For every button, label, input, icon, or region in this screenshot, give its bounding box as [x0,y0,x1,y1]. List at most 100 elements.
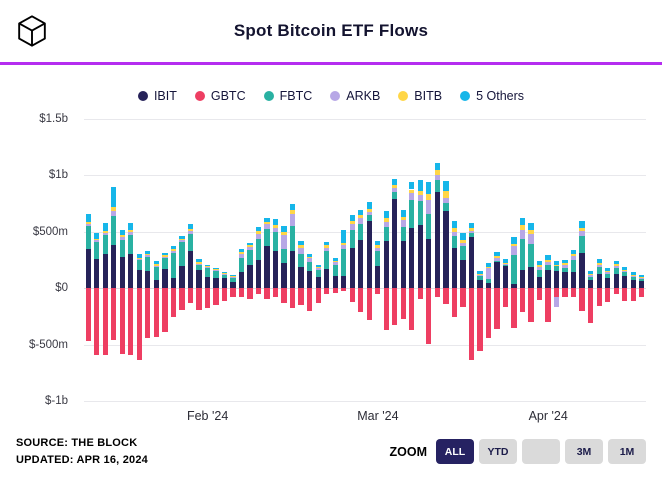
bar-segment-bitb[interactable] [375,244,381,248]
bar-segment-arkb[interactable] [307,258,313,262]
bar-segment-gbtc[interactable] [409,288,415,331]
bar-segment-fbtc[interactable] [375,250,381,266]
bar-segment-5-others[interactable] [392,178,398,185]
bar-segment-arkb[interactable] [289,214,296,226]
bar-segment-arkb[interactable] [128,232,134,236]
bar-segment-5-others[interactable] [511,236,517,244]
bar-segment-gbtc[interactable] [204,288,211,309]
bar-segment-arkb[interactable] [588,275,594,278]
bar-segment-5-others[interactable] [111,186,117,207]
bar-segment-5-others[interactable] [426,181,432,194]
bar-segment-bitb[interactable] [562,263,568,266]
bar-segment-arkb[interactable] [570,256,577,260]
bar-segment-5-others[interactable] [417,179,423,191]
bar-segment-5-others[interactable] [170,245,177,249]
legend-item-ibit[interactable]: IBIT [137,89,177,103]
bar-segment-bitb[interactable] [434,170,440,175]
bar-segment-gbtc[interactable] [426,288,432,345]
bar-segment-arkb[interactable] [511,246,517,255]
bar-segment-gbtc[interactable] [102,288,108,355]
bar-segment-fbtc[interactable] [579,235,585,254]
bar-segment-bitb[interactable] [553,264,560,267]
bar-segment-ibit[interactable] [170,278,177,289]
bar-segment-gbtc[interactable] [536,288,543,301]
bar-segment-ibit[interactable] [289,250,296,289]
bar-segment-gbtc[interactable] [553,288,560,298]
bar-segment-fbtc[interactable] [417,200,423,226]
bar-segment-bitb[interactable] [502,262,509,264]
bar-segment-gbtc[interactable] [494,288,500,329]
bar-segment-gbtc[interactable] [213,288,219,305]
bar-segment-gbtc[interactable] [111,288,117,341]
bar-segment-fbtc[interactable] [247,250,253,266]
bar-segment-bitb[interactable] [119,235,125,238]
bar-segment-bitb[interactable] [187,228,194,231]
bar-segment-arkb[interactable] [553,297,560,308]
bar-segment-arkb[interactable] [485,267,492,280]
bar-segment-ibit[interactable] [613,274,619,289]
bar-segment-gbtc[interactable] [332,288,338,294]
bar-segment-ibit[interactable] [494,262,500,289]
bar-segment-arkb[interactable] [545,261,551,265]
bar-segment-5-others[interactable] [307,253,313,257]
bar-segment-5-others[interactable] [553,261,560,265]
bar-segment-5-others[interactable] [443,181,449,192]
bar-segment-bitb[interactable] [162,255,168,257]
bar-segment-ibit[interactable] [426,238,432,289]
bar-segment-ibit[interactable] [272,250,279,289]
bar-segment-ibit[interactable] [468,237,475,289]
bar-segment-bitb[interactable] [358,215,364,219]
bar-segment-gbtc[interactable] [128,288,134,355]
bar-segment-arkb[interactable] [204,267,211,269]
bar-segment-arkb[interactable] [630,275,636,277]
bar-segment-gbtc[interactable] [630,288,636,301]
bar-segment-5-others[interactable] [536,260,543,265]
bar-segment-gbtc[interactable] [341,288,347,291]
bar-segment-gbtc[interactable] [502,288,509,308]
bar-segment-gbtc[interactable] [264,288,270,299]
bar-segment-5-others[interactable] [281,225,287,233]
bar-segment-fbtc[interactable] [324,250,330,270]
bar-segment-gbtc[interactable] [272,288,279,297]
bar-segment-bitb[interactable] [579,227,585,231]
bar-segment-gbtc[interactable] [136,288,142,361]
bar-segment-arkb[interactable] [230,276,236,279]
bar-segment-arkb[interactable] [247,247,253,251]
bar-segment-gbtc[interactable] [485,288,492,339]
bar-segment-5-others[interactable] [289,204,296,210]
bar-segment-bitb[interactable] [451,228,458,232]
bar-segment-5-others[interactable] [409,181,415,190]
bar-segment-ibit[interactable] [162,269,168,289]
zoom-button-blank[interactable] [522,439,560,464]
bar-segment-bitb[interactable] [443,191,449,198]
bar-segment-fbtc[interactable] [553,266,560,272]
bar-segment-gbtc[interactable] [511,288,517,328]
bar-segment-ibit[interactable] [315,276,321,289]
bar-segment-ibit[interactable] [545,269,551,289]
bar-segment-fbtc[interactable] [639,279,645,282]
bar-segment-arkb[interactable] [179,239,185,242]
bar-segment-5-others[interactable] [187,224,194,229]
bar-segment-bitb[interactable] [230,276,236,278]
bar-segment-fbtc[interactable] [613,267,619,275]
bar-segment-arkb[interactable] [332,262,338,265]
bar-segment-5-others[interactable] [528,223,534,231]
bar-segment-5-others[interactable] [366,202,372,210]
the-block-logo-icon[interactable] [12,11,52,51]
bar-segment-gbtc[interactable] [639,288,645,298]
bar-segment-5-others[interactable] [502,259,509,263]
bar-segment-fbtc[interactable] [630,276,636,280]
bar-segment-gbtc[interactable] [230,288,236,297]
bar-segment-fbtc[interactable] [187,234,194,251]
bar-segment-ibit[interactable] [528,266,534,289]
bar-segment-arkb[interactable] [562,265,568,268]
bar-segment-ibit[interactable] [375,265,381,289]
bar-segment-arkb[interactable] [349,223,355,230]
zoom-button-1m[interactable]: 1M [608,439,646,464]
bar-segment-fbtc[interactable] [494,260,500,263]
bar-segment-bitb[interactable] [332,260,338,263]
bar-segment-bitb[interactable] [545,260,551,262]
bar-segment-fbtc[interactable] [443,203,449,212]
bar-segment-bitb[interactable] [468,228,475,232]
bar-segment-ibit[interactable] [119,256,125,289]
